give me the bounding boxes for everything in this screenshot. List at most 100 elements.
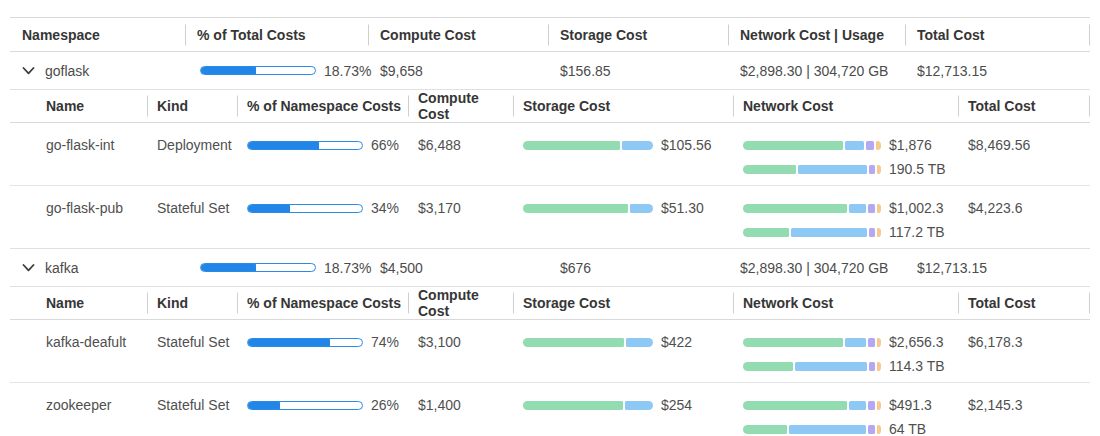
percent-label: 26% — [371, 397, 399, 413]
storage-cost-bar — [523, 204, 653, 213]
bar-segment — [877, 165, 881, 174]
compute-cost-value: $3,170 — [418, 200, 461, 216]
namespace-total-cell: $12,713.15 — [905, 260, 1090, 276]
header-compute-cost: Compute Cost — [408, 287, 513, 319]
header-storage-cost: Storage Cost — [548, 18, 728, 51]
namespace-storage-cell: $676 — [548, 260, 728, 276]
workload-table: Name Kind % of Namespace Costs Compute C… — [10, 286, 1090, 436]
workload-table: Name Kind % of Namespace Costs Compute C… — [10, 89, 1090, 249]
workload-name: go-flask-int — [46, 137, 114, 153]
workload-table-header: Name Kind % of Namespace Costs Compute C… — [10, 286, 1090, 320]
namespace-row[interactable]: kafka 18.73% $4,500 $676 $2,898.30 | 304… — [10, 249, 1090, 286]
workload-total-cell: $2,145.3 — [958, 398, 1090, 412]
network-cost-usage-value: $2,898.30 | 304,720 GB — [740, 260, 888, 276]
workload-row: go-flask-pub Stateful Set 34% $3,170 $51… — [10, 185, 1090, 248]
namespace-network-cell: $2,898.30 | 304,720 GB — [728, 260, 905, 276]
header-label: Kind — [157, 295, 188, 311]
bar-segment — [845, 141, 864, 150]
bar-segment — [523, 204, 628, 213]
network-usage-bar — [743, 165, 881, 174]
namespace-storage-cell: $156.85 — [548, 63, 728, 79]
namespace-name: kafka — [45, 260, 78, 276]
storage-cost-value: $676 — [560, 260, 591, 276]
network-cost-usage-value: $2,898.30 | 304,720 GB — [740, 63, 888, 79]
namespace-name: goflask — [45, 63, 89, 79]
workload-name-cell: zookeeper — [10, 398, 147, 412]
storage-cost-value: $254 — [661, 397, 692, 413]
storage-cost-bar — [523, 141, 653, 150]
network-cost-bar — [743, 141, 881, 150]
header-label: Compute Cost — [418, 287, 513, 319]
namespace-block: goflask 18.73% $9,658 $156.85 $2,898.30 … — [10, 52, 1090, 249]
network-usage-value: 114.3 TB — [889, 358, 945, 374]
workload-kind-cell: Stateful Set — [147, 335, 237, 349]
workload-storage-cell: $422 — [513, 335, 733, 349]
bar-segment — [625, 401, 653, 410]
namespace-name-cell: kafka — [10, 260, 185, 276]
workload-table-header: Name Kind % of Namespace Costs Compute C… — [10, 89, 1090, 123]
workload-total-cell: $4,223.6 — [958, 201, 1090, 215]
bar-segment — [626, 338, 653, 347]
chevron-down-icon[interactable] — [22, 264, 35, 272]
network-usage-value: 190.5 TB — [889, 161, 946, 177]
workload-pct-cell: 34% — [237, 201, 408, 215]
header-kind: Kind — [147, 90, 237, 122]
workload-network-cell: $1,876 190.5 TB — [733, 138, 958, 176]
progress-fill — [248, 142, 319, 149]
header-compute-cost: Compute Cost — [408, 90, 513, 122]
network-usage-value: 64 TB — [889, 421, 926, 436]
namespace-compute-cell: $4,500 — [368, 260, 548, 276]
workload-kind: Stateful Set — [157, 334, 229, 350]
workload-name-cell: go-flask-int — [10, 138, 147, 152]
workload-name-cell: go-flask-pub — [10, 201, 147, 215]
bar-segment — [869, 165, 875, 174]
header-label: Total Cost — [917, 27, 984, 43]
compute-cost-value: $1,400 — [418, 397, 461, 413]
bar-segment — [869, 362, 875, 371]
storage-cost-value: $156.85 — [560, 63, 611, 79]
bar-segment — [868, 401, 875, 410]
workload-compute-cell: $6,488 — [408, 138, 513, 152]
workload-compute-cell: $3,100 — [408, 335, 513, 349]
namespace-row[interactable]: goflask 18.73% $9,658 $156.85 $2,898.30 … — [10, 52, 1090, 89]
bar-segment — [868, 204, 875, 213]
bar-segment — [869, 228, 875, 237]
header-label: Storage Cost — [560, 27, 647, 43]
workload-row: go-flask-int Deployment 66% $6,488 $105.… — [10, 123, 1090, 185]
network-usage-bar — [743, 425, 881, 434]
header-pct-namespace-costs: % of Namespace Costs — [237, 90, 408, 122]
header-label: Storage Cost — [523, 295, 610, 311]
network-usage-bar — [743, 228, 881, 237]
workload-rows: go-flask-int Deployment 66% $6,488 $105.… — [10, 123, 1090, 248]
network-usage-value: 117.2 TB — [889, 224, 945, 240]
namespace-pct-cell: 18.73% — [185, 63, 368, 79]
network-cost-bar — [743, 401, 881, 410]
workload-kind-cell: Deployment — [147, 138, 237, 152]
workload-name: kafka-deafult — [46, 334, 126, 350]
header-compute-cost: Compute Cost — [368, 18, 548, 51]
workload-name: go-flask-pub — [46, 200, 123, 216]
bar-segment — [743, 401, 847, 410]
header-label: % of Total Costs — [197, 27, 306, 43]
percent-label: 74% — [371, 334, 399, 350]
workload-total-cell: $8,469.56 — [958, 138, 1090, 152]
total-cost-value: $6,178.3 — [968, 334, 1023, 350]
workload-storage-cell: $254 — [513, 398, 733, 412]
bar-segment — [849, 401, 866, 410]
workload-kind-cell: Stateful Set — [147, 398, 237, 412]
workload-network-cell: $491.3 64 TB — [733, 398, 958, 436]
bar-segment — [523, 141, 620, 150]
total-cost-value: $8,469.56 — [968, 137, 1030, 153]
bar-segment — [743, 228, 789, 237]
header-label: Network Cost — [743, 98, 833, 114]
network-cost-value: $2,656.3 — [889, 334, 944, 350]
percent-progress-bar — [247, 338, 363, 347]
compute-cost-value: $3,100 — [418, 334, 461, 350]
chevron-down-icon[interactable] — [22, 67, 35, 75]
workload-pct-cell: 66% — [237, 138, 408, 152]
compute-cost-value: $9,658 — [380, 63, 423, 79]
storage-cost-value: $51.30 — [661, 200, 704, 216]
total-cost-value: $12,713.15 — [917, 63, 987, 79]
namespace-compute-cell: $9,658 — [368, 63, 548, 79]
bar-segment — [743, 141, 843, 150]
